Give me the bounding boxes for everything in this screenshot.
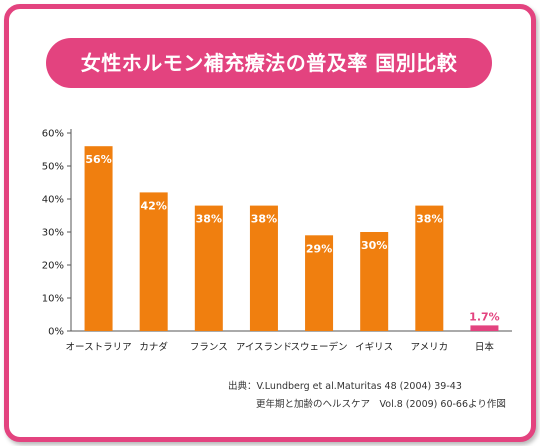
chart-title: 女性ホルモン補充療法の普及率 国別比較	[46, 38, 492, 88]
bar	[84, 146, 113, 331]
x-tick-label: アイスランド	[236, 342, 292, 353]
bar	[139, 192, 168, 331]
bar	[470, 325, 499, 331]
y-tick-label: 20%	[42, 261, 64, 272]
bar	[194, 205, 223, 331]
data-label: 38%	[196, 213, 222, 226]
y-tick-label: 60%	[42, 129, 64, 140]
source-citation-1: 出典：V.Lundberg et al.Maturitas 48 (2004) …	[228, 381, 462, 392]
y-tick-label: 0%	[48, 327, 64, 338]
bar	[360, 232, 389, 331]
y-tick-label: 40%	[42, 195, 64, 206]
data-label: 38%	[251, 213, 277, 226]
x-tick-label: 日本	[475, 341, 495, 353]
data-label: 38%	[416, 213, 442, 226]
bar	[415, 205, 444, 331]
x-tick-label: オーストラリア	[66, 342, 132, 353]
x-tick-label: スウェーデン	[291, 341, 348, 353]
data-label: 1.7%	[469, 310, 500, 323]
data-label: 42%	[141, 199, 167, 212]
bar	[305, 235, 334, 331]
data-label: 30%	[361, 239, 387, 252]
source-citation-2: 更年期と加齢のヘルスケア Vol.8 (2009) 60-66より作図	[256, 399, 506, 410]
y-tick-label: 50%	[42, 162, 64, 173]
data-label: 29%	[306, 242, 332, 255]
x-tick-label: フランス	[190, 342, 228, 353]
x-tick-label: カナダ	[139, 341, 168, 353]
bar	[249, 205, 278, 331]
data-label: 56%	[85, 153, 111, 166]
y-tick-label: 10%	[42, 294, 64, 305]
x-tick-label: イギリス	[355, 342, 393, 353]
x-tick-label: アメリカ	[411, 342, 449, 353]
y-tick-label: 30%	[42, 228, 64, 239]
